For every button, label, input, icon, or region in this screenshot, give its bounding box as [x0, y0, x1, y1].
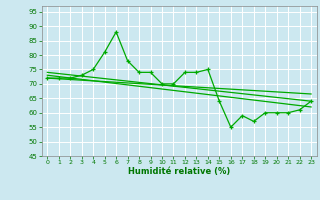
X-axis label: Humidité relative (%): Humidité relative (%)	[128, 167, 230, 176]
